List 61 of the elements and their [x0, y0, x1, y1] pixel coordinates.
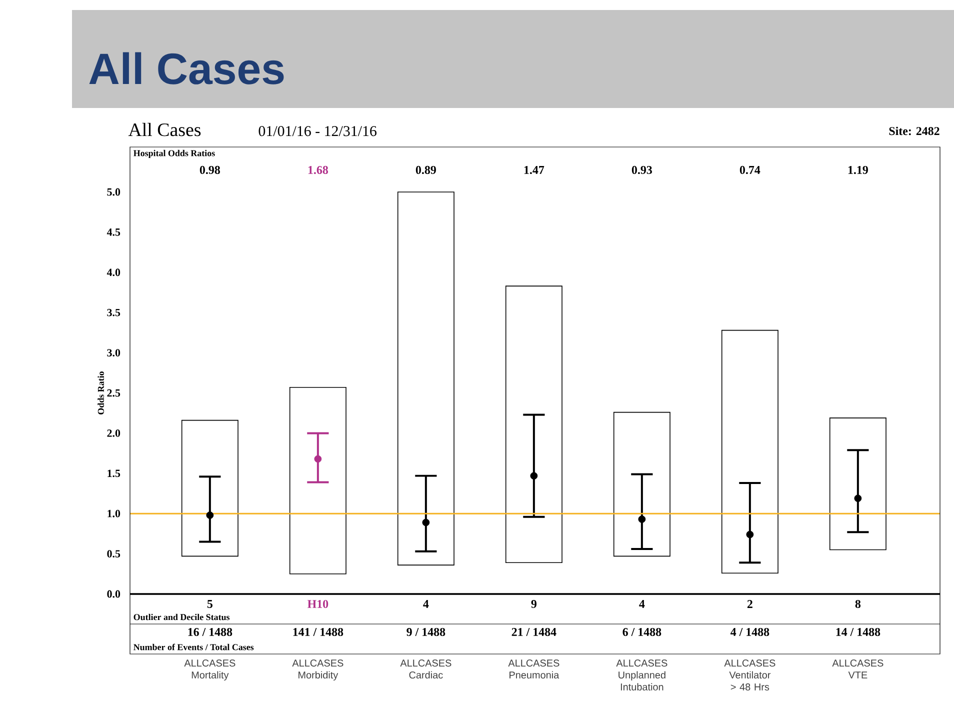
text: 9: [531, 600, 536, 608]
x-tick-label: ALLCASES Ventilator > 48 Hrs: [724, 660, 776, 690]
data-label: 1.47: [524, 166, 544, 174]
text: Outlier and Decile Status: [134, 614, 230, 620]
bar: [289, 386, 346, 574]
text: 14 / 1488: [836, 628, 880, 636]
x-tick-label: ALLCASES Unplanned Intubation: [616, 660, 668, 690]
point: [854, 494, 862, 502]
x-tick-label: ALLCASES Pneumonia: [508, 660, 560, 679]
x-tick-label: ALLCASES VTE: [832, 660, 884, 678]
bar: [505, 286, 562, 564]
chart-title: All Cases: [89, 52, 284, 84]
text: 01/01/16 - 12/31/16: [258, 126, 376, 136]
text: 8: [855, 600, 861, 608]
x-tick-label: ALLCASES Morbidity: [292, 660, 344, 680]
y-tick-label: 1.0: [108, 510, 120, 518]
text: H10: [308, 600, 328, 608]
point: [530, 472, 538, 480]
y-tick-label: 2.0: [107, 429, 120, 437]
data-label: 1.19: [848, 166, 868, 174]
y-axis-title: Odds Ratio: [98, 372, 104, 414]
y-tick-label: 1.5: [108, 470, 120, 478]
text: 4 / 1488: [730, 628, 770, 636]
text: 21 / 1484: [512, 628, 556, 636]
text: 6 / 1488: [622, 628, 662, 636]
text: 2: [747, 600, 752, 608]
bar: [181, 420, 238, 557]
text: 9 / 1488: [406, 628, 446, 636]
y-tick-label: 2.5: [107, 389, 120, 397]
text: 16 / 1488: [188, 628, 232, 636]
y-tick-label: 3.5: [107, 308, 120, 316]
y-tick-label: 4.0: [106, 268, 120, 276]
data-label: 0.98: [200, 166, 220, 174]
text: 4: [423, 600, 429, 608]
x-tick-label: ALLCASES Mortality: [184, 660, 236, 680]
text: 141 / 1488: [293, 628, 344, 636]
text: 4: [639, 600, 645, 608]
y-tick-label: 0.5: [107, 550, 120, 558]
bar: [613, 412, 670, 557]
text: Hospital Odds Ratios: [134, 150, 215, 158]
data-label: 0.74: [740, 166, 760, 174]
bar: [721, 330, 778, 574]
data-label: 1.68: [308, 166, 328, 174]
data-label: 0.93: [632, 166, 652, 174]
y-tick-label: 5.0: [107, 188, 120, 196]
text: Site: 2482: [889, 126, 940, 136]
y-tick-label: 3.0: [107, 349, 120, 357]
point: [314, 455, 322, 463]
point: [422, 518, 430, 526]
point: [206, 512, 214, 519]
text: 5: [207, 600, 212, 608]
point: [638, 516, 646, 523]
bar: [397, 192, 454, 566]
text: Number of Events / Total Cases: [134, 644, 254, 650]
bar: [829, 418, 886, 550]
x-tick-label: ALLCASES Cardiac: [400, 660, 452, 679]
point: [746, 530, 754, 538]
y-tick-label: 0.0: [107, 590, 120, 598]
y-tick-label: 4.5: [106, 228, 120, 236]
chart-subtitle: All Cases: [128, 122, 201, 136]
data-label: 0.89: [416, 166, 436, 174]
